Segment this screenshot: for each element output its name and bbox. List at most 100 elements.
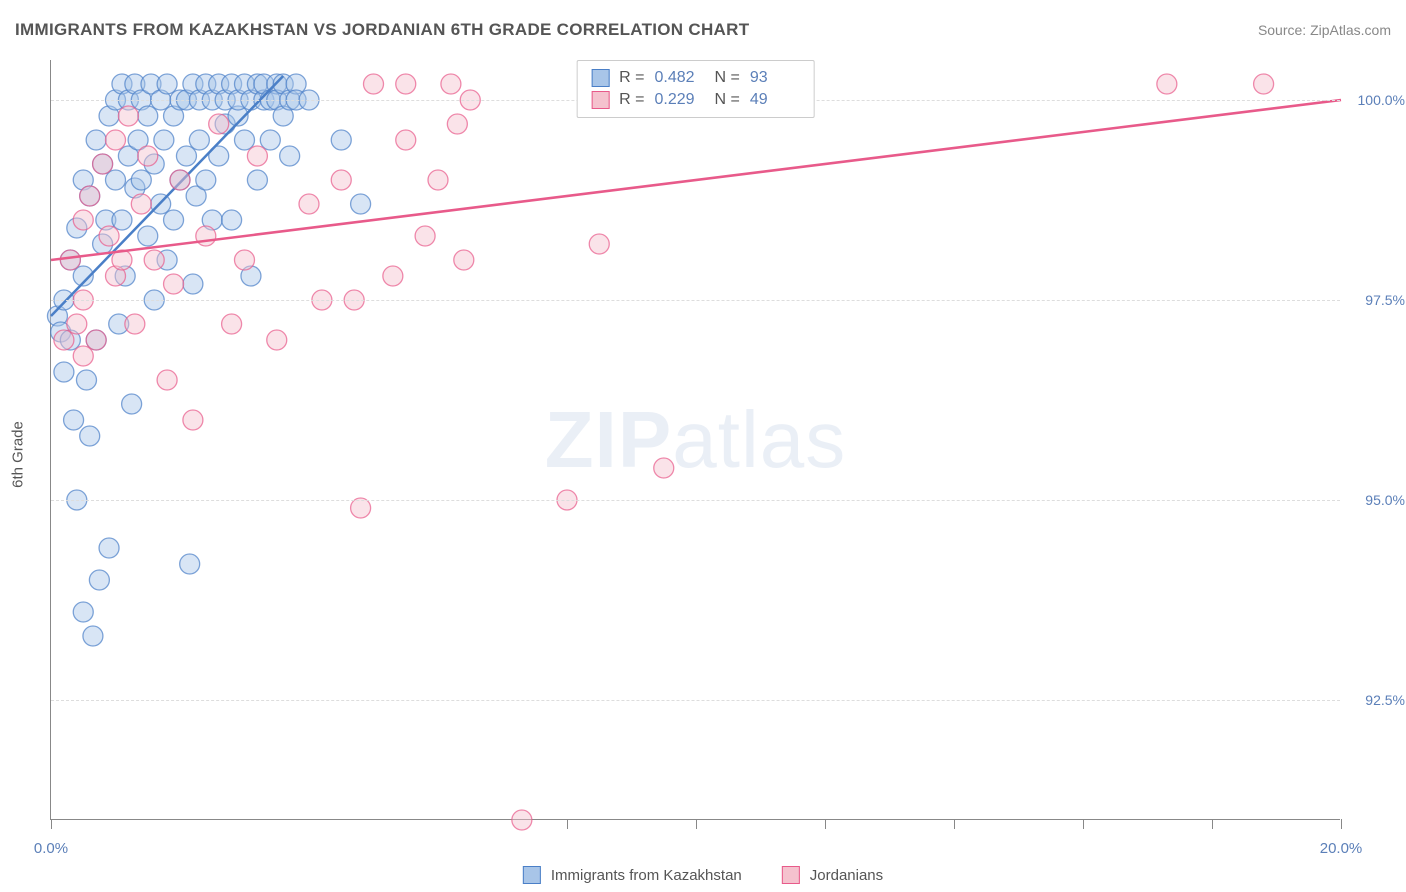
- scatter-point: [86, 130, 106, 150]
- series-legend: Immigrants from Kazakhstan Jordanians: [523, 866, 883, 884]
- x-tick: [1212, 819, 1213, 829]
- scatter-point: [73, 210, 93, 230]
- legend-bottom-item: Jordanians: [782, 866, 883, 884]
- legend-r-label: R =: [619, 91, 644, 109]
- scatter-point: [235, 130, 255, 150]
- x-tick: [51, 819, 52, 829]
- scatter-point: [86, 330, 106, 350]
- scatter-point: [299, 194, 319, 214]
- plot-area: ZIPatlas R = 0.482N = 93R = 0.229N = 49 …: [50, 60, 1340, 820]
- scatter-point: [183, 274, 203, 294]
- title-bar: IMMIGRANTS FROM KAZAKHSTAN VS JORDANIAN …: [15, 20, 1391, 40]
- scatter-point: [76, 370, 96, 390]
- scatter-point: [157, 74, 177, 94]
- legend-series-label: Jordanians: [810, 867, 883, 884]
- scatter-point: [222, 314, 242, 334]
- scatter-point: [164, 274, 184, 294]
- scatter-point: [64, 410, 84, 430]
- scatter-point: [267, 330, 287, 350]
- scatter-point: [138, 106, 158, 126]
- legend-swatch: [782, 866, 800, 884]
- scatter-point: [247, 170, 267, 190]
- scatter-point: [131, 194, 151, 214]
- legend-n-value: 49: [750, 91, 800, 109]
- scatter-point: [99, 538, 119, 558]
- scatter-point: [122, 394, 142, 414]
- scatter-point: [164, 210, 184, 230]
- legend-n-label: N =: [715, 91, 740, 109]
- scatter-point: [93, 154, 113, 174]
- x-tick: [1341, 819, 1342, 829]
- legend-r-value: 0.229: [655, 91, 705, 109]
- scatter-point: [260, 130, 280, 150]
- x-tick-label: 20.0%: [1320, 840, 1363, 857]
- scatter-point: [138, 146, 158, 166]
- scatter-point: [441, 74, 461, 94]
- y-tick-label: 97.5%: [1365, 292, 1405, 308]
- y-axis-label: 6th Grade: [10, 421, 27, 488]
- x-tick: [696, 819, 697, 829]
- scatter-point: [196, 170, 216, 190]
- legend-series-label: Immigrants from Kazakhstan: [551, 867, 742, 884]
- source-attribution: Source: ZipAtlas.com: [1258, 22, 1391, 38]
- scatter-point: [118, 106, 138, 126]
- scatter-point: [1157, 74, 1177, 94]
- scatter-point: [157, 370, 177, 390]
- scatter-point: [280, 146, 300, 166]
- scatter-point: [99, 226, 119, 246]
- scatter-point: [428, 170, 448, 190]
- scatter-point: [454, 250, 474, 270]
- legend-bottom-item: Immigrants from Kazakhstan: [523, 866, 742, 884]
- scatter-point: [189, 130, 209, 150]
- x-tick: [567, 819, 568, 829]
- chart-title: IMMIGRANTS FROM KAZAKHSTAN VS JORDANIAN …: [15, 20, 749, 40]
- scatter-point: [138, 226, 158, 246]
- scatter-point: [176, 146, 196, 166]
- scatter-point: [144, 250, 164, 270]
- scatter-point: [170, 170, 190, 190]
- scatter-point: [106, 130, 126, 150]
- scatter-point: [589, 234, 609, 254]
- legend-swatch: [591, 91, 609, 109]
- scatter-point: [383, 266, 403, 286]
- legend-r-label: R =: [619, 69, 644, 87]
- scatter-point: [415, 226, 435, 246]
- legend-n-value: 93: [750, 69, 800, 87]
- scatter-point: [154, 130, 174, 150]
- legend-n-label: N =: [715, 69, 740, 87]
- scatter-point: [351, 498, 371, 518]
- scatter-point: [73, 602, 93, 622]
- scatter-point: [396, 130, 416, 150]
- legend-swatch: [591, 69, 609, 87]
- scatter-point: [654, 458, 674, 478]
- legend-swatch: [523, 866, 541, 884]
- gridline: [51, 700, 1340, 701]
- scatter-point: [180, 554, 200, 574]
- correlation-legend: R = 0.482 N = 93 R = 0.229 N = 49: [576, 60, 815, 118]
- legend-row: R = 0.482 N = 93: [591, 67, 800, 89]
- scatter-point: [364, 74, 384, 94]
- scatter-point: [80, 186, 100, 206]
- scatter-point: [447, 114, 467, 134]
- scatter-point: [54, 330, 74, 350]
- scatter-point: [196, 226, 216, 246]
- y-tick-label: 95.0%: [1365, 492, 1405, 508]
- gridline: [51, 500, 1340, 501]
- gridline: [51, 300, 1340, 301]
- scatter-point: [222, 210, 242, 230]
- scatter-point: [1254, 74, 1274, 94]
- scatter-point: [80, 426, 100, 446]
- scatter-point: [89, 570, 109, 590]
- scatter-point: [351, 194, 371, 214]
- y-tick-label: 92.5%: [1365, 692, 1405, 708]
- scatter-point: [83, 626, 103, 646]
- scatter-point: [73, 346, 93, 366]
- scatter-point: [112, 210, 132, 230]
- legend-r-value: 0.482: [655, 69, 705, 87]
- scatter-point: [331, 130, 351, 150]
- chart-svg: [51, 60, 1340, 819]
- y-tick-label: 100.0%: [1358, 92, 1405, 108]
- scatter-point: [54, 362, 74, 382]
- scatter-point: [125, 314, 145, 334]
- legend-row: R = 0.229 N = 49: [591, 89, 800, 111]
